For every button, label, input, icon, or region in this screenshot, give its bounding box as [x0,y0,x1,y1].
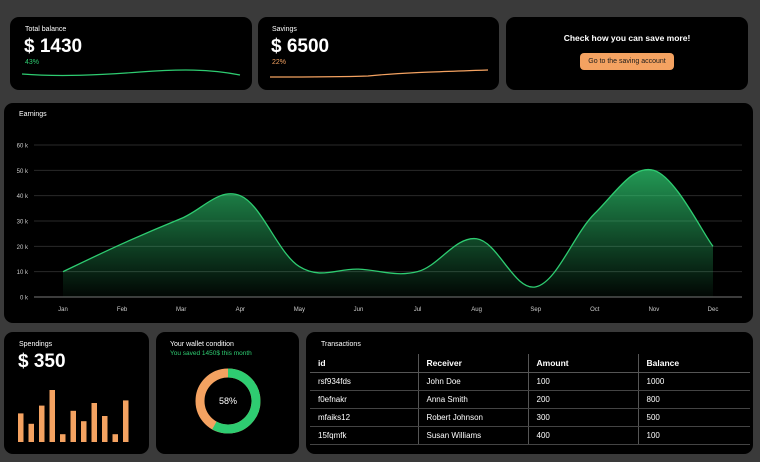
earnings-line [62,168,714,288]
x-tick-label: Feb [117,307,128,313]
cell-id: rsf934fds [310,372,418,391]
cell-id: mfaiks12 [310,408,418,427]
savings-sparkline-line [269,69,489,78]
savings-percent: 22% [272,59,287,66]
savings-sparkline [269,69,489,78]
cell-balance: 800 [637,390,750,409]
cell-id: 15fqmfk [310,426,418,445]
total-balance-card: Total balance $ 1430 43% [10,17,252,90]
column-header-id: id [310,354,418,373]
promo-card: Check how you can save more! Go to the s… [506,17,748,90]
spending-bar [70,410,76,442]
savings-label: Savings [272,26,297,33]
wallet-subtitle: You saved 1450$ this month [170,350,252,357]
table-row[interactable]: f0efnakr Anna Smith 200 800 [310,390,750,409]
transactions-label: Transactions [321,341,361,348]
cell-amount: 100 [527,372,638,391]
spending-bar [18,413,24,442]
cell-receiver: Anna Smith [417,390,528,409]
spending-bar [60,434,66,442]
y-tick-label: 20 k [17,245,29,251]
y-tick-label: 50 k [17,169,29,175]
wallet-card: Your wallet condition You saved 1450$ th… [156,332,299,454]
table-header-row: id Receiver Amount Balance [310,354,750,373]
cell-balance: 500 [637,408,750,427]
spendings-amount: $ 350 [18,351,66,372]
wallet-label: Your wallet condition [170,341,234,348]
cell-receiver: Robert Johnson [417,408,528,427]
transactions-table: id Receiver Amount Balance rsf934fds Joh… [310,354,750,445]
wallet-donut-saved [195,368,261,434]
x-tick-label: Aug [471,307,482,313]
x-tick-label: Sep [530,307,541,313]
y-tick-label: 30 k [17,220,29,226]
cell-balance: 1000 [637,372,750,391]
spending-bar [81,421,87,442]
savings-card: Savings $ 6500 22% [258,17,499,90]
spending-bar [112,434,118,442]
spending-bar [123,400,129,442]
y-tick-label: 60 k [17,144,29,150]
x-tick-label: Mar [176,307,186,313]
total-balance-amount: $ 1430 [24,36,83,57]
promo-title: Check how you can save more! [563,33,691,43]
x-tick-label: Apr [236,307,245,313]
cell-amount: 300 [527,408,638,427]
transactions-card: Transactions id Receiver Amount Balance … [306,332,753,454]
spending-bar [49,390,55,442]
cell-balance: 100 [637,426,750,445]
y-tick-label: 10 k [17,270,29,276]
spending-bar [39,405,45,442]
cell-id: f0efnakr [310,390,418,409]
earnings-label: Earnings [19,111,47,118]
spending-bar [91,403,97,442]
column-header-balance: Balance [637,354,750,373]
column-header-amount: Amount [527,354,638,373]
x-tick-label: May [294,307,305,313]
table-row[interactable]: 15fqmfk Susan Williams 400 100 [310,426,750,445]
cell-receiver: John Doe [417,372,528,391]
savings-amount: $ 6500 [271,36,330,57]
spendings-chart [18,390,129,442]
column-header-receiver: Receiver [417,354,528,373]
y-tick-label: 0 k [20,296,29,302]
x-tick-label: Jul [414,307,422,313]
cell-amount: 400 [527,426,638,445]
cell-receiver: Susan Williams [417,426,528,445]
x-tick-label: Nov [649,307,660,313]
total-balance-percent: 43% [25,59,40,66]
total-balance-sparkline-line [21,69,241,77]
wallet-donut: 58% [195,368,261,434]
x-tick-label: Oct [590,307,600,313]
spending-bar [28,423,34,442]
x-tick-label: Jan [58,307,68,313]
cell-amount: 200 [527,390,638,409]
x-tick-label: Jun [354,307,364,313]
earnings-chart: 0 k 10 k 20 k 30 k 40 k 50 k 60 k Jan Feb Mar Apr… [17,144,742,313]
earnings-card: Earnings 0 k 10 k 20 k 30 k 40 k 50 k 60 k Jan… [4,103,753,323]
spendings-card: Spendings $ 350 [4,332,149,454]
x-tick-label: Dec [708,307,719,313]
total-balance-sparkline [21,69,241,77]
table-row[interactable]: mfaiks12 Robert Johnson 300 500 [310,408,750,427]
go-to-saving-account-button[interactable]: Go to the saving account [580,53,674,70]
spending-bar [102,416,108,442]
y-tick-label: 40 k [17,194,29,200]
table-row[interactable]: rsf934fds John Doe 100 1000 [310,372,750,391]
earnings-area [63,169,713,297]
total-balance-label: Total balance [25,26,67,33]
wallet-center-label: 58% [219,396,237,406]
spendings-label: Spendings [19,341,53,348]
